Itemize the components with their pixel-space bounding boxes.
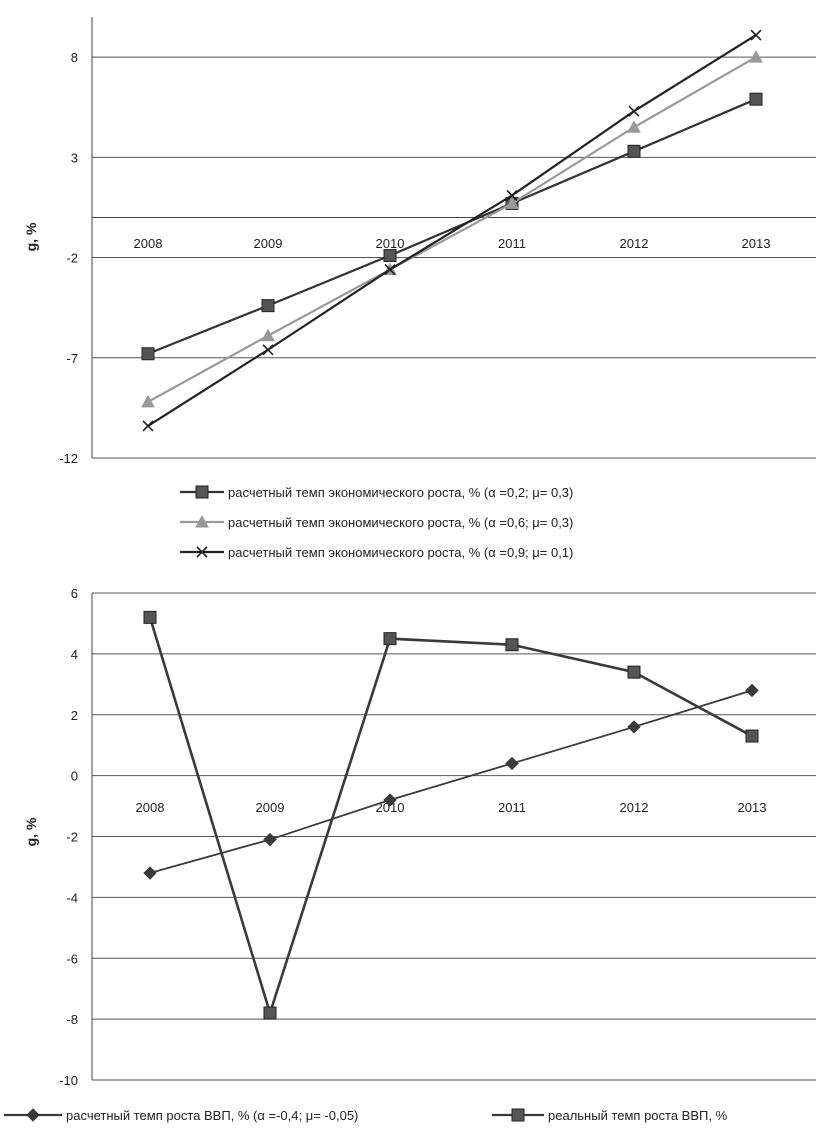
x-tick-label: 2008 (134, 236, 163, 251)
data-point (143, 866, 157, 880)
legend-label: реальный темп роста ВВП, % (548, 1108, 728, 1123)
series-line (147, 34, 757, 427)
data-point (262, 344, 274, 356)
data-point (141, 347, 155, 361)
series-line (147, 56, 757, 403)
y-tick-label: -7 (66, 351, 78, 366)
legend-marker (26, 1108, 40, 1122)
series-3 (142, 29, 762, 432)
data-point (263, 1006, 277, 1020)
legend: расчетный темп экономического роста, % (… (180, 485, 573, 560)
series-2 (143, 610, 759, 1020)
legend-marker (196, 546, 208, 558)
legend-label: расчетный темп экономического роста, % (… (228, 545, 573, 560)
data-point (505, 196, 519, 209)
series-line (148, 616, 753, 1018)
y-tick-label: 8 (71, 50, 78, 65)
y-tick-label: 2 (71, 708, 78, 723)
legend-marker (195, 485, 209, 499)
series-1 (141, 92, 763, 361)
data-point (749, 50, 763, 63)
y-tick-label: 6 (71, 586, 78, 601)
x-tick-label: 2010 (376, 236, 405, 251)
x-tick-label: 2010 (376, 800, 405, 815)
legend-marker (511, 1108, 525, 1122)
data-point (384, 264, 396, 276)
data-point (261, 328, 275, 342)
x-tick-label: 2012 (620, 800, 649, 815)
data-point (505, 638, 519, 652)
legend-item: расчетный темп роста ВВП, % (α =-0,4; μ=… (4, 1108, 358, 1123)
data-point (383, 249, 397, 263)
legend-item: расчетный темп экономического роста, % (… (180, 514, 573, 530)
data-point (143, 610, 157, 624)
data-point (627, 720, 641, 734)
legend-marker (195, 514, 209, 528)
legend: расчетный темп роста ВВП, % (α =-0,4; μ=… (4, 1108, 728, 1123)
data-point (383, 793, 397, 807)
y-tick-label: -6 (66, 951, 78, 966)
data-point (627, 665, 641, 679)
series-1 (143, 683, 759, 880)
data-point (505, 756, 519, 771)
x-tick-label: 2009 (254, 236, 283, 251)
legend-label: расчетный темп роста ВВП, % (α =-0,4; μ=… (66, 1108, 358, 1123)
y-tick-label: -2 (66, 830, 78, 845)
data-point (628, 105, 640, 117)
y-tick-label: -8 (66, 1012, 78, 1027)
x-tick-label: 2011 (498, 800, 526, 815)
y-axis-label: g, % (23, 222, 39, 251)
data-point (749, 92, 763, 106)
chart-2: 6 4 2 0 -2 -4 -6 -8 -10 g, % 2008 2009 2010 2011 2012 2… (4, 586, 816, 1123)
series-line (147, 98, 757, 355)
legend-label: расчетный темп экономического роста, % (… (228, 485, 573, 500)
legend-item: реальный темп роста ВВП, % (492, 1108, 728, 1123)
x-tick-label: 2009 (256, 800, 285, 815)
data-point (261, 299, 275, 313)
series-line (149, 689, 753, 874)
legend-item: расчетный темп экономического роста, % (… (180, 545, 573, 560)
y-tick-label: 3 (71, 150, 78, 165)
y-tick-label: -2 (66, 251, 78, 266)
legend-label: расчетный темп экономического роста, % (… (228, 515, 573, 530)
x-tick-label: 2008 (136, 800, 165, 815)
y-tick-label: 0 (71, 769, 78, 784)
data-point (383, 632, 397, 646)
data-point (506, 189, 518, 201)
x-tick-label: 2012 (620, 236, 649, 251)
y-tick-label: -12 (59, 451, 78, 466)
data-point (263, 832, 277, 847)
legend-item: расчетный темп экономического роста, % (… (180, 485, 573, 500)
x-tick-label: 2013 (742, 236, 771, 251)
data-point (141, 394, 155, 408)
data-point (142, 420, 154, 432)
data-point (627, 120, 641, 133)
chart-1: 8 3 -2 -7 -12 g, % 2008 2009 2010 2011 2012 2013 рас… (23, 17, 816, 560)
data-point (750, 29, 762, 41)
data-point (745, 683, 759, 698)
y-tick-label: -10 (59, 1073, 78, 1088)
data-point (745, 729, 759, 743)
x-tick-label: 2013 (738, 800, 767, 815)
y-tick-label: -4 (66, 890, 78, 905)
x-tick-label: 2011 (498, 236, 526, 251)
y-axis-label: g, % (23, 817, 39, 846)
series-2 (141, 50, 763, 408)
y-tick-label: 4 (71, 647, 78, 662)
data-point (627, 144, 641, 158)
